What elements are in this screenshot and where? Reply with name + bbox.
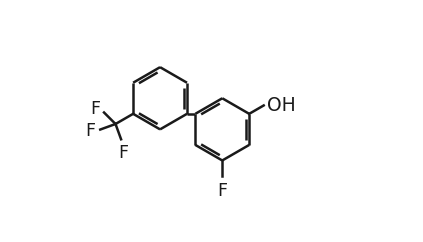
Text: F: F bbox=[85, 122, 95, 140]
Text: F: F bbox=[90, 100, 100, 118]
Text: F: F bbox=[217, 182, 227, 200]
Text: F: F bbox=[118, 144, 128, 162]
Text: OH: OH bbox=[266, 96, 295, 115]
